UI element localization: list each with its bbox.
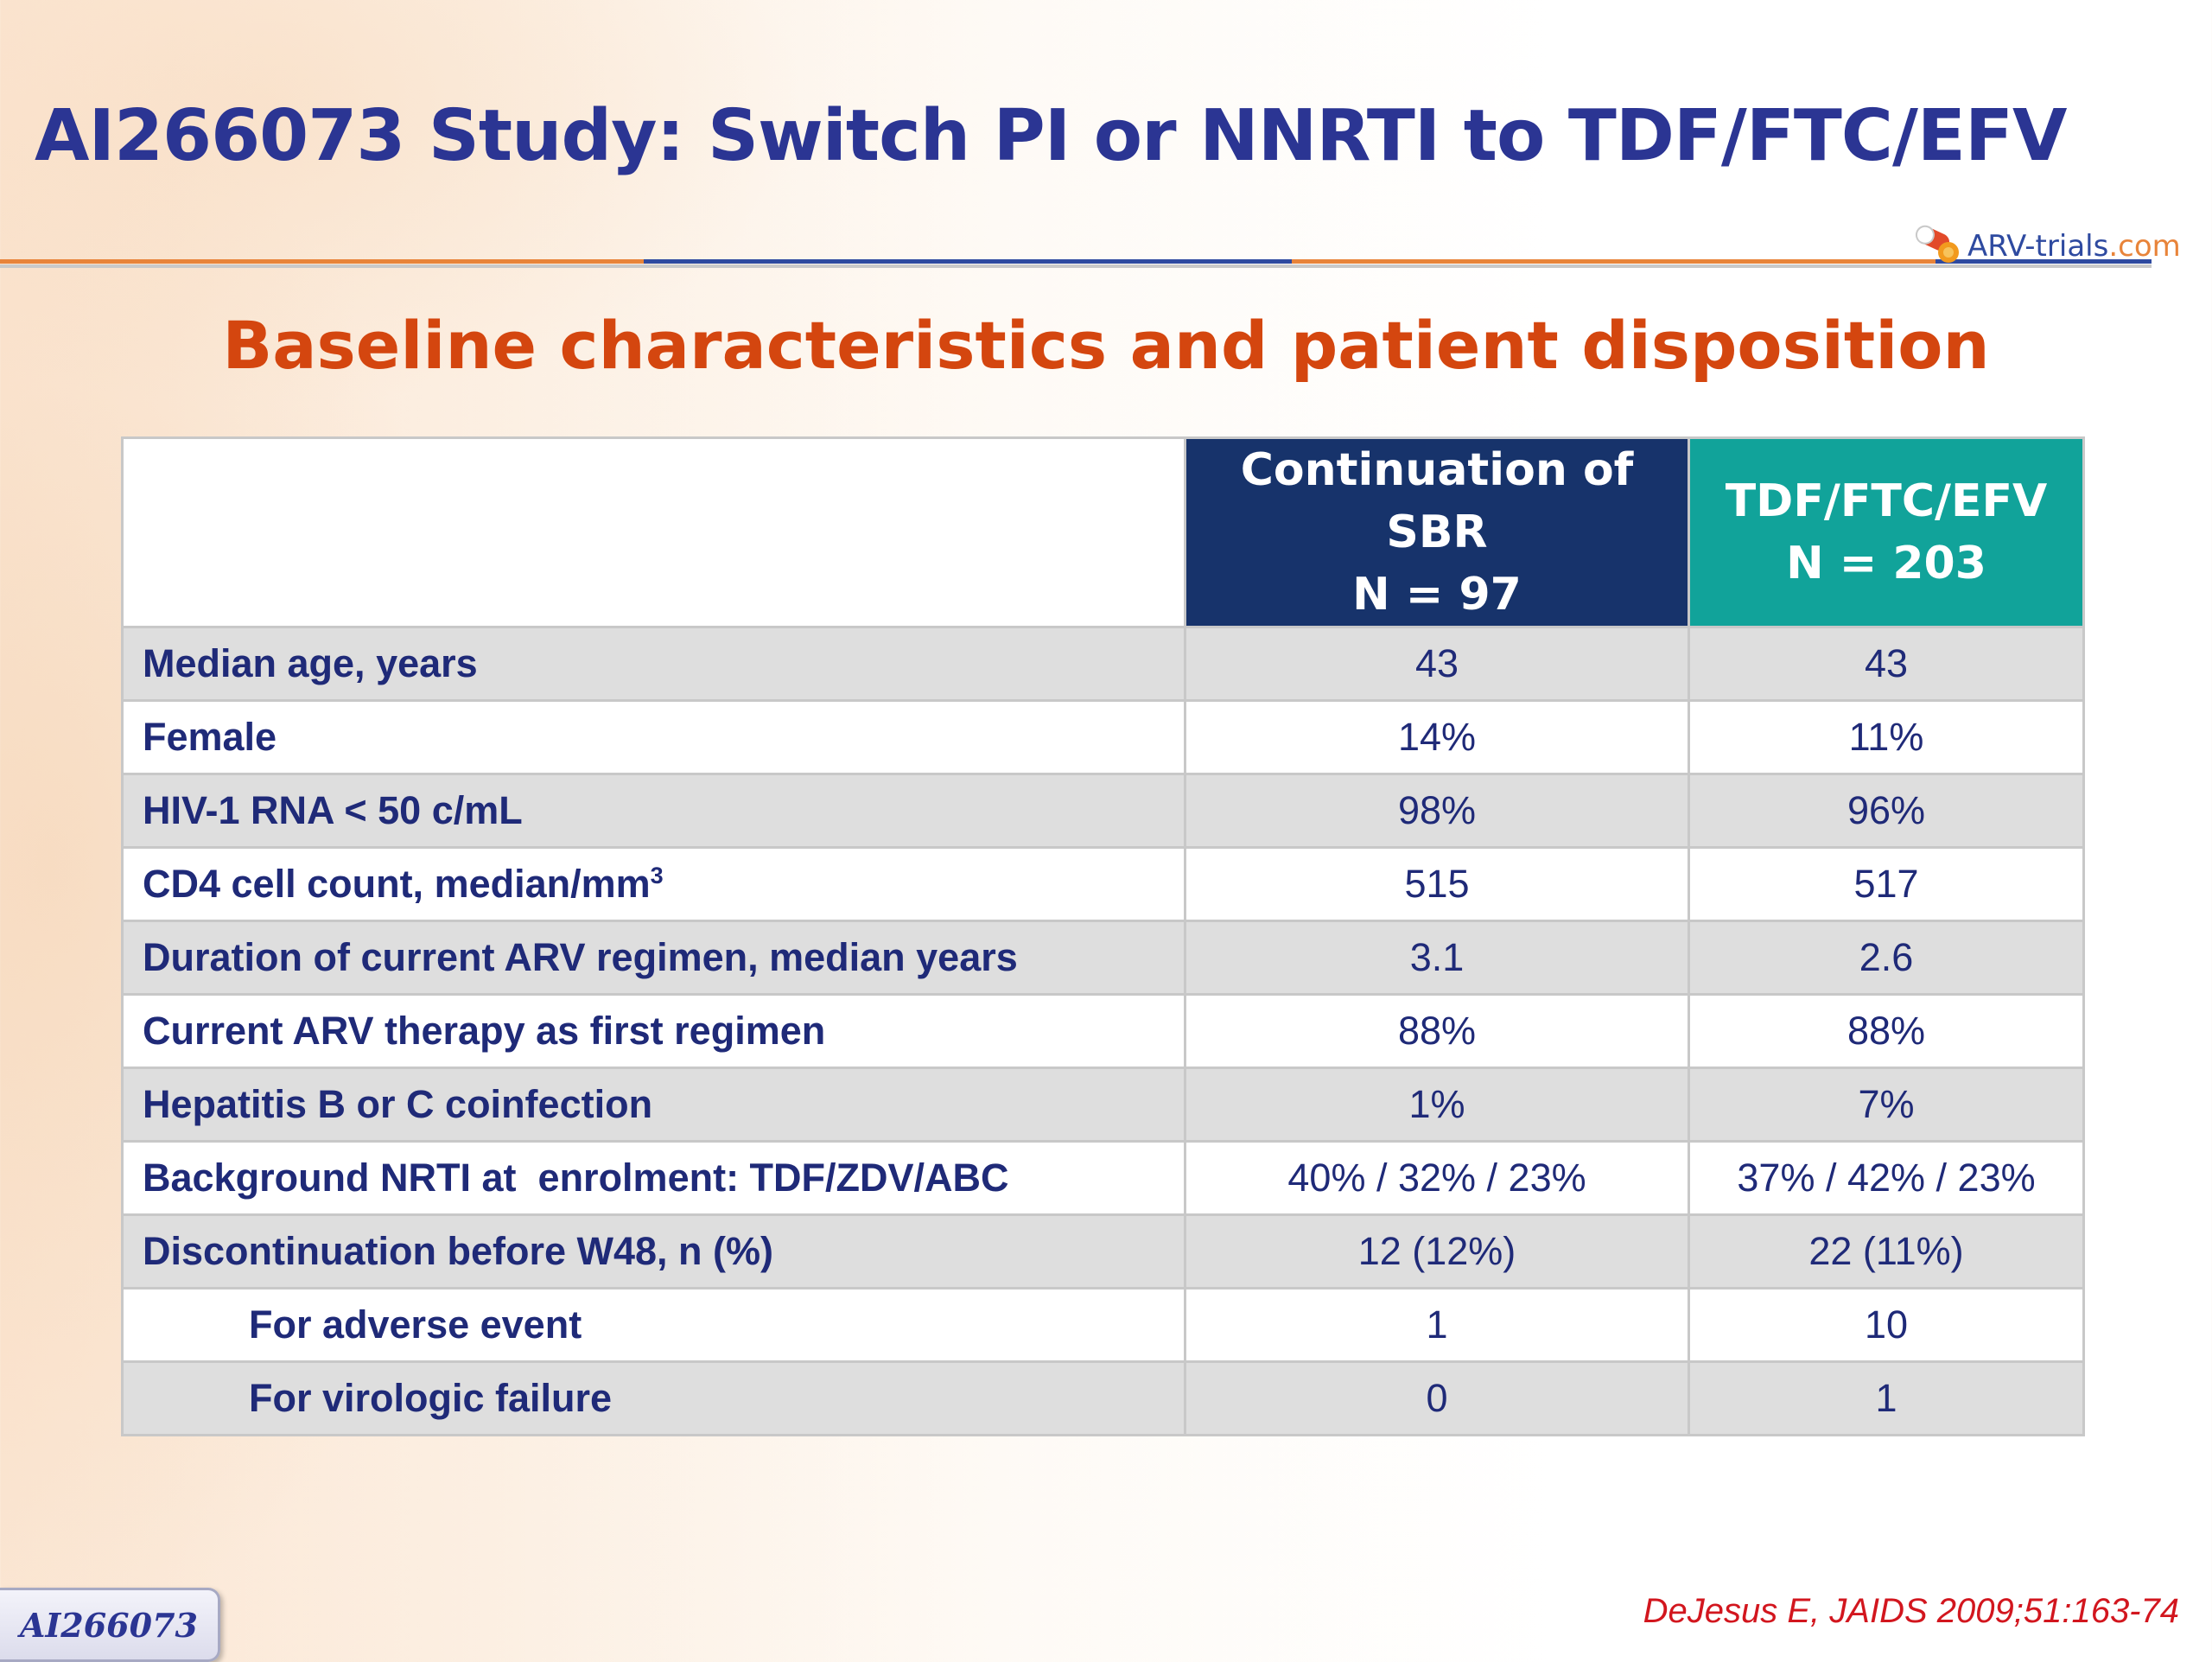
arv-trials-logo: ARV-trials.com bbox=[1914, 216, 2182, 277]
table-row: Hepatitis B or C coinfection 1% 7% bbox=[121, 1067, 2085, 1143]
row-value-sbr: 0 bbox=[1184, 1360, 1690, 1436]
row-label: Current ARV therapy as first regimen bbox=[121, 993, 1186, 1069]
table-row: Median age, years 43 43 bbox=[121, 626, 2085, 702]
row-value-sbr: 1% bbox=[1184, 1067, 1690, 1143]
row-value-sbr: 14% bbox=[1184, 699, 1690, 775]
row-label-cd4: CD4 cell count, median/mm3 bbox=[121, 846, 1186, 922]
column-header-tdf-title: TDF/FTC/EFV bbox=[1725, 475, 2048, 527]
header-rule bbox=[0, 259, 2152, 268]
pill-icon bbox=[1914, 225, 1964, 268]
row-value-tdf: 10 bbox=[1688, 1287, 2085, 1363]
table-row: Discontinuation before W48, n (%) 12 (12… bbox=[121, 1213, 2085, 1289]
table-row: For adverse event 1 10 bbox=[121, 1287, 2085, 1363]
row-value-tdf: 1 bbox=[1688, 1360, 2085, 1436]
row-label: Female bbox=[121, 699, 1186, 775]
row-value-sbr: 1 bbox=[1184, 1287, 1690, 1363]
table-row: CD4 cell count, median/mm3 515 517 bbox=[121, 846, 2085, 922]
row-label: Duration of current ARV regimen, median … bbox=[121, 920, 1186, 996]
logo-text: ARV-trials.com bbox=[1967, 229, 2181, 264]
row-value-tdf: 11% bbox=[1688, 699, 2085, 775]
row-label: For virologic failure bbox=[121, 1360, 1186, 1436]
baseline-table: Continuation of SBR N = 97 TDF/FTC/EFV N… bbox=[121, 436, 2085, 1436]
row-value-tdf: 2.6 bbox=[1688, 920, 2085, 996]
column-header-sbr-n: N = 97 bbox=[1352, 569, 1522, 621]
column-header-sbr: Continuation of SBR N = 97 bbox=[1184, 436, 1690, 628]
header-corner-cell bbox=[121, 436, 1186, 628]
superscript-3: 3 bbox=[650, 863, 664, 888]
row-label-text: CD4 cell count, median/mm bbox=[143, 862, 651, 906]
row-value-sbr: 40% / 32% / 23% bbox=[1184, 1140, 1690, 1216]
slide-subtitle: Baseline characteristics and patient dis… bbox=[222, 307, 1990, 384]
table-row: Female 14% 11% bbox=[121, 699, 2085, 775]
row-value-sbr: 98% bbox=[1184, 773, 1690, 849]
row-value-sbr: 515 bbox=[1184, 846, 1690, 922]
row-value-tdf: 7% bbox=[1688, 1067, 2085, 1143]
table-row: HIV-1 RNA < 50 c/mL 98% 96% bbox=[121, 773, 2085, 849]
row-label: Background NRTI at enrolment: TDF/ZDV/AB… bbox=[121, 1140, 1186, 1216]
row-value-tdf: 88% bbox=[1688, 993, 2085, 1069]
column-header-tdf: TDF/FTC/EFV N = 203 bbox=[1688, 436, 2085, 628]
table-row: For virologic failure 0 1 bbox=[121, 1360, 2085, 1436]
row-value-sbr: 43 bbox=[1184, 626, 1690, 702]
table-row: Current ARV therapy as first regimen 88%… bbox=[121, 993, 2085, 1069]
table-header-row: Continuation of SBR N = 97 TDF/FTC/EFV N… bbox=[121, 436, 2085, 628]
row-label: HIV-1 RNA < 50 c/mL bbox=[121, 773, 1186, 849]
row-value-tdf: 37% / 42% / 23% bbox=[1688, 1140, 2085, 1216]
row-label: Discontinuation before W48, n (%) bbox=[121, 1213, 1186, 1289]
study-badge: AI266073 bbox=[0, 1588, 220, 1662]
citation: DeJesus E, JAIDS 2009;51:163-74 bbox=[1643, 1592, 2179, 1630]
column-header-tdf-n: N = 203 bbox=[1786, 538, 1986, 589]
row-label: For adverse event bbox=[121, 1287, 1186, 1363]
row-value-sbr: 88% bbox=[1184, 993, 1690, 1069]
table-row: Duration of current ARV regimen, median … bbox=[121, 920, 2085, 996]
row-value-tdf: 22 (11%) bbox=[1688, 1213, 2085, 1289]
row-label: Median age, years bbox=[121, 626, 1186, 702]
row-value-sbr: 3.1 bbox=[1184, 920, 1690, 996]
table-row: Background NRTI at enrolment: TDF/ZDV/AB… bbox=[121, 1140, 2085, 1216]
row-value-sbr: 12 (12%) bbox=[1184, 1213, 1690, 1289]
row-value-tdf: 517 bbox=[1688, 846, 2085, 922]
slide-title: AI266073 Study: Switch PI or NNRTI to TD… bbox=[35, 95, 2067, 177]
row-value-tdf: 96% bbox=[1688, 773, 2085, 849]
row-label: Hepatitis B or C coinfection bbox=[121, 1067, 1186, 1143]
column-header-sbr-title: Continuation of SBR bbox=[1240, 444, 1634, 558]
row-value-tdf: 43 bbox=[1688, 626, 2085, 702]
